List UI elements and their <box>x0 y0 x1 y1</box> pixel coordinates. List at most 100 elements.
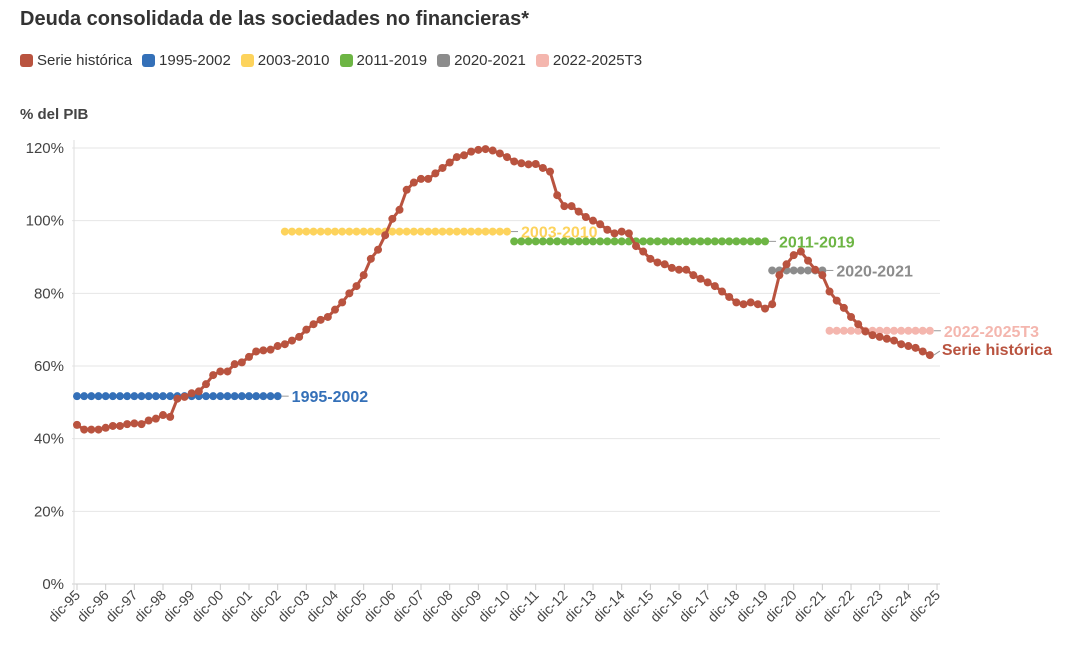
series-point <box>209 371 218 380</box>
series-point <box>646 254 655 263</box>
x-tick-label: dic-02 <box>246 587 284 625</box>
series-point <box>309 320 318 329</box>
x-tick-label: dic-98 <box>131 587 169 625</box>
series-point <box>725 292 734 301</box>
period-point <box>474 227 483 236</box>
series-point <box>123 420 132 429</box>
period-point <box>359 227 368 236</box>
series-point <box>431 169 440 178</box>
series-point <box>180 392 189 401</box>
series-point <box>503 153 512 162</box>
x-tick-label: dic-13 <box>561 587 599 625</box>
series-point <box>517 159 526 168</box>
series-point <box>495 149 504 158</box>
series-point <box>295 332 304 341</box>
legend-item[interactable]: 2020-2021 <box>437 52 526 69</box>
x-tick-label: dic-03 <box>274 587 312 625</box>
period-point <box>352 227 361 236</box>
x-tick-label: dic-15 <box>618 587 656 625</box>
legend-label: 1995-2002 <box>159 52 231 69</box>
period-point <box>911 326 920 335</box>
series-point <box>159 411 168 420</box>
period-point <box>825 326 834 335</box>
series-point <box>402 185 411 194</box>
period-point <box>388 227 397 236</box>
x-tick-label: dic-19 <box>733 587 771 625</box>
series-point <box>653 258 662 267</box>
series-point <box>345 289 354 298</box>
series-point <box>352 282 361 291</box>
period-label: 1995-2002 <box>292 389 369 406</box>
x-tick-label: dic-12 <box>532 587 570 625</box>
series-point <box>481 145 490 154</box>
series-point <box>445 158 454 167</box>
series-point <box>137 420 146 429</box>
period-point <box>338 227 347 236</box>
x-tick-label: dic-08 <box>418 587 456 625</box>
period-point <box>603 237 612 246</box>
series-point <box>875 332 884 341</box>
period-point <box>467 227 476 236</box>
legend-item[interactable]: Serie histórica <box>20 52 132 69</box>
legend-item[interactable]: 2011-2019 <box>339 52 427 69</box>
x-tick-label: dic-17 <box>676 587 714 625</box>
series-point <box>718 287 727 296</box>
period-point <box>295 227 304 236</box>
period-point <box>882 326 891 335</box>
series-point <box>839 303 848 312</box>
legend-item[interactable]: 2003-2010 <box>240 52 330 69</box>
period-point <box>94 392 103 401</box>
series-point <box>925 351 934 360</box>
period-point <box>839 326 848 335</box>
series-point <box>596 220 605 229</box>
period-point <box>101 392 110 401</box>
period-point <box>438 227 447 236</box>
period-point <box>510 237 519 246</box>
series-point <box>811 265 820 274</box>
period-point <box>610 237 619 246</box>
series-point <box>395 205 404 214</box>
series-point <box>632 242 641 251</box>
x-tick-label: dic-16 <box>647 587 685 625</box>
series-point <box>689 271 698 280</box>
period-point <box>660 237 669 246</box>
series-point <box>302 325 311 334</box>
series-point <box>130 419 139 428</box>
period-point <box>151 392 160 401</box>
chart-title: Deuda consolidada de las sociedades no f… <box>20 8 530 30</box>
x-tick-label: dic-00 <box>188 587 226 625</box>
period-point <box>617 237 626 246</box>
x-tick-label: dic-25 <box>905 587 943 625</box>
period-point <box>252 392 261 401</box>
legend-swatch <box>20 54 33 67</box>
period-point <box>560 237 569 246</box>
series-point <box>804 256 813 265</box>
series-point <box>266 345 275 354</box>
period-point <box>402 227 411 236</box>
series-point <box>624 229 633 238</box>
legend-swatch <box>339 54 353 67</box>
series-point <box>259 346 268 355</box>
period-point <box>639 237 648 246</box>
period-point <box>710 237 719 246</box>
legend-item[interactable]: 1995-2002 <box>142 52 231 69</box>
period-point <box>789 266 798 275</box>
period-label: 2020-2021 <box>836 263 913 280</box>
period-point <box>517 237 526 246</box>
period-point <box>417 227 426 236</box>
period-point <box>753 237 762 246</box>
series-label: Serie histórica <box>942 342 1052 359</box>
period-point <box>503 227 512 236</box>
series-point <box>660 260 669 269</box>
series-point <box>667 263 676 272</box>
series-point <box>116 421 125 430</box>
series-point <box>546 167 555 176</box>
period-point <box>144 392 153 401</box>
series-point <box>710 282 719 291</box>
series-point <box>675 265 684 274</box>
legend-item[interactable]: 2022-2025T3 <box>535 52 642 69</box>
period-point <box>395 227 404 236</box>
period-point <box>581 237 590 246</box>
series-point <box>847 312 856 321</box>
series-point <box>223 367 232 376</box>
